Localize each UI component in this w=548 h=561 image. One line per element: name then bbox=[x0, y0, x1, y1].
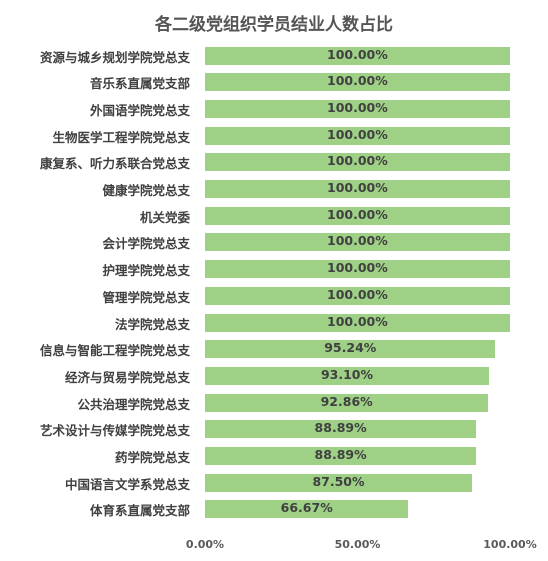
value-label: 100.00% bbox=[327, 126, 388, 142]
category-label: 管理学院党总支 bbox=[102, 289, 190, 305]
value-label: 100.00% bbox=[327, 180, 388, 195]
category-label: 资源与城乡规划学院党总支 bbox=[39, 49, 190, 65]
category-label: 生物医学工程学院党总支 bbox=[52, 129, 190, 145]
value-label: 100.00% bbox=[327, 99, 388, 115]
category-label: 健康学院党总支 bbox=[102, 183, 190, 198]
category-label: 公共治理学院党总支 bbox=[77, 396, 190, 412]
value-label: 88.89% bbox=[314, 420, 367, 436]
bar bbox=[205, 473, 472, 492]
x-tick-label: 50.00% bbox=[334, 538, 381, 551]
bar bbox=[205, 393, 489, 412]
bar bbox=[205, 286, 510, 305]
category-label: 中国语言文学系党总支 bbox=[64, 476, 190, 492]
category-label: 体育系直属党支部 bbox=[89, 503, 190, 519]
bar bbox=[205, 313, 510, 332]
bar bbox=[205, 180, 510, 198]
value-label: 66.67% bbox=[280, 500, 333, 516]
category-label: 外国语学院党总支 bbox=[89, 102, 190, 118]
value-label: 95.24% bbox=[324, 340, 377, 356]
category-label: 康复系、听力系联合党总支 bbox=[39, 156, 190, 172]
bar bbox=[205, 99, 510, 118]
value-label: 87.50% bbox=[312, 473, 365, 489]
bar bbox=[205, 340, 496, 359]
value-label: 93.10% bbox=[320, 366, 374, 382]
category-label: 经济与贸易学院党总支 bbox=[64, 369, 190, 385]
x-tick-label: 100.00% bbox=[483, 538, 537, 551]
value-label: 100.00% bbox=[327, 153, 388, 169]
value-label: 100.00% bbox=[327, 260, 388, 276]
category-label: 音乐系直属党支部 bbox=[89, 76, 190, 92]
bar bbox=[205, 260, 510, 279]
category-label: 艺术设计与传媒学院党总支 bbox=[39, 423, 190, 439]
value-label: 92.86% bbox=[320, 393, 373, 409]
category-label: 药学院党总支 bbox=[114, 450, 190, 465]
bar bbox=[205, 366, 489, 385]
value-label: 100.00% bbox=[327, 313, 388, 329]
value-label: 88.89% bbox=[314, 447, 367, 462]
bar bbox=[205, 500, 409, 519]
category-label: 护理学院党总支 bbox=[102, 263, 190, 279]
category-label: 机关党委 bbox=[139, 209, 190, 225]
value-label: 100.00% bbox=[327, 233, 388, 249]
bar bbox=[205, 233, 510, 252]
value-label: 100.00% bbox=[327, 73, 388, 89]
category-label: 信息与智能工程学院党总支 bbox=[39, 343, 190, 359]
chart-title: 各二级党组织学员结业人数占比 bbox=[155, 15, 393, 35]
value-label: 100.00% bbox=[327, 46, 388, 62]
bar bbox=[205, 206, 510, 225]
bar bbox=[205, 153, 510, 172]
category-label: 法学院党总支 bbox=[114, 316, 190, 332]
bar bbox=[205, 420, 477, 439]
value-label: 100.00% bbox=[327, 286, 388, 302]
x-tick-label: 0.00% bbox=[185, 538, 225, 551]
bar bbox=[205, 73, 510, 92]
category-label: 会计学院党总支 bbox=[102, 236, 190, 252]
bar bbox=[205, 126, 510, 145]
bar bbox=[205, 46, 510, 65]
value-label: 100.00% bbox=[327, 206, 388, 222]
bar bbox=[205, 447, 477, 465]
